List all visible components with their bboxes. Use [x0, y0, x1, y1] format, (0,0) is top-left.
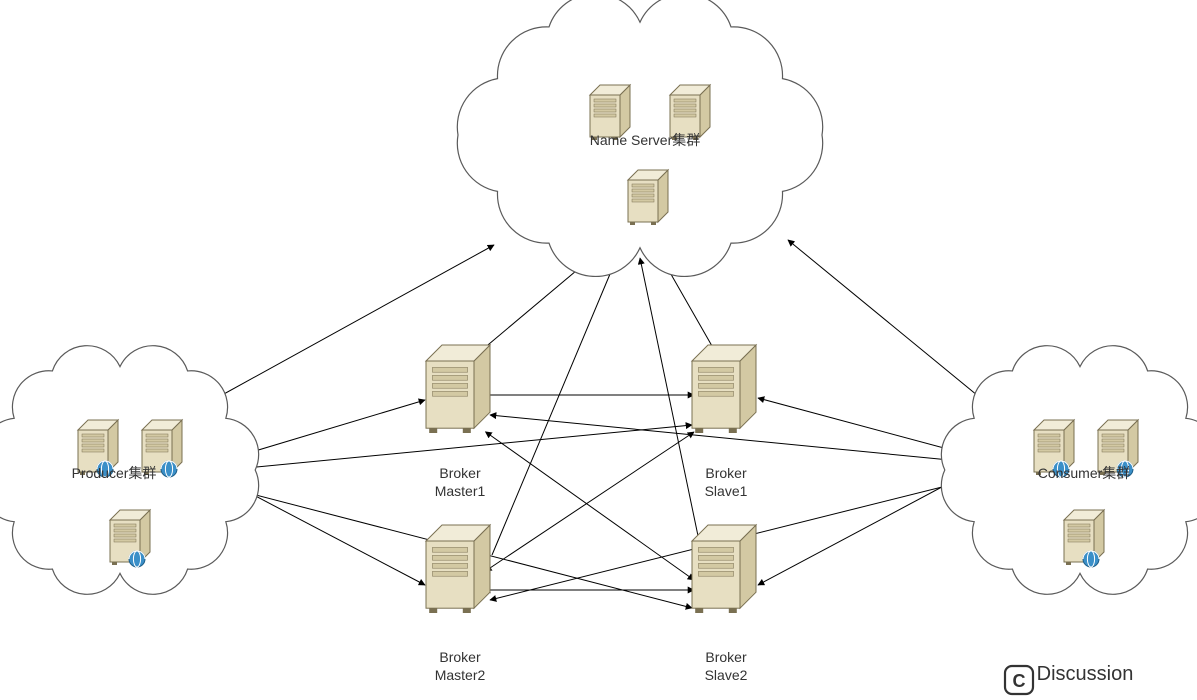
server-icon — [692, 525, 756, 613]
server-icon — [426, 345, 490, 433]
edge — [492, 255, 618, 555]
server-icon — [110, 510, 150, 567]
watermark-letter: C — [1013, 671, 1026, 691]
edge — [490, 435, 694, 580]
server-icon — [692, 345, 756, 433]
cloud-label: Producer集群 — [72, 465, 157, 481]
server-icon — [1064, 510, 1104, 567]
server-label: Broker — [705, 649, 747, 665]
architecture-diagram: Name Server集群 Producer集群 Consumer集群 Broker M… — [0, 0, 1197, 700]
edge — [758, 398, 970, 455]
server-label: Master2 — [435, 667, 486, 683]
server-label: Broker — [439, 649, 481, 665]
server-label: Slave1 — [705, 483, 748, 499]
edge — [788, 240, 983, 400]
server-label: Broker — [705, 465, 747, 481]
edge — [225, 425, 692, 470]
cloud-label: Consumer集群 — [1038, 465, 1131, 481]
cloud-label: Name Server集群 — [590, 132, 700, 148]
server-icon — [426, 525, 490, 613]
edge — [490, 432, 694, 568]
server-label: Slave2 — [705, 667, 748, 683]
server-label: Broker — [439, 465, 481, 481]
server-label: Master1 — [435, 483, 486, 499]
watermark-text: Discussion — [1037, 663, 1134, 685]
server-icon — [628, 170, 668, 225]
edge — [758, 472, 970, 585]
